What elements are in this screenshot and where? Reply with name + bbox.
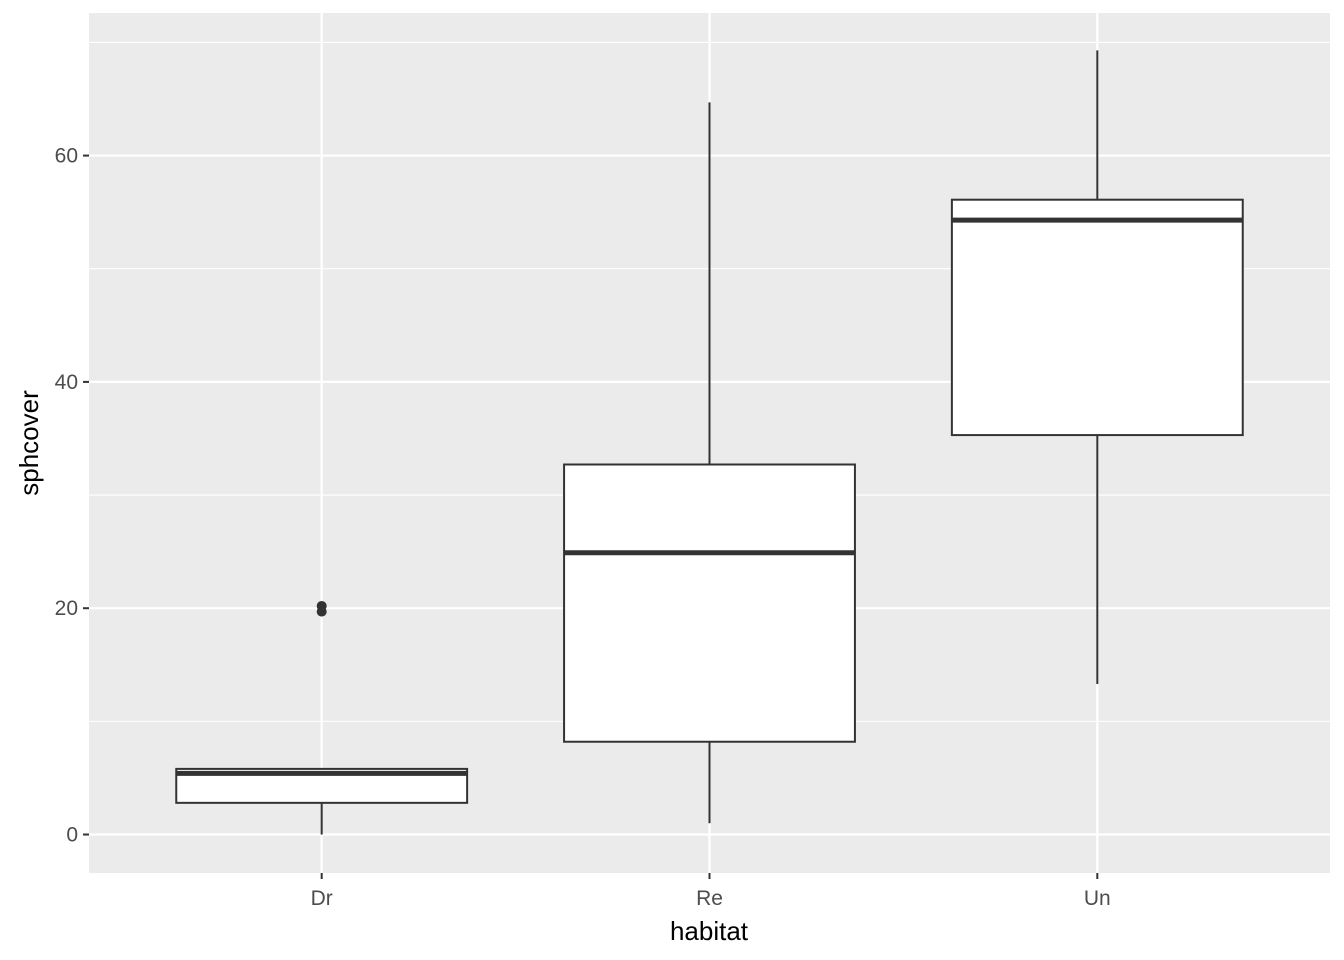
box-Un	[950, 50, 1244, 685]
y-tick-label: 60	[55, 145, 78, 168]
outlier-point	[316, 600, 327, 611]
x-tick-label: Re	[696, 887, 723, 910]
box-iqr	[950, 198, 1244, 437]
x-tick-label: Un	[1084, 887, 1111, 910]
x-axis-title: habitat	[670, 916, 749, 946]
boxes-layer	[175, 50, 1244, 835]
y-tick-label: 20	[55, 597, 78, 620]
y-axis: 0 20 40 60	[55, 145, 89, 847]
box-iqr	[563, 463, 856, 743]
x-tick-label: Dr	[311, 887, 333, 910]
y-tick-label: 40	[55, 371, 78, 394]
x-axis: Dr Re Un	[311, 873, 1111, 910]
y-tick-label: 0	[66, 824, 78, 847]
box-Re	[563, 102, 856, 824]
box-Dr	[175, 600, 469, 835]
y-axis-title: sphcover	[14, 390, 44, 496]
